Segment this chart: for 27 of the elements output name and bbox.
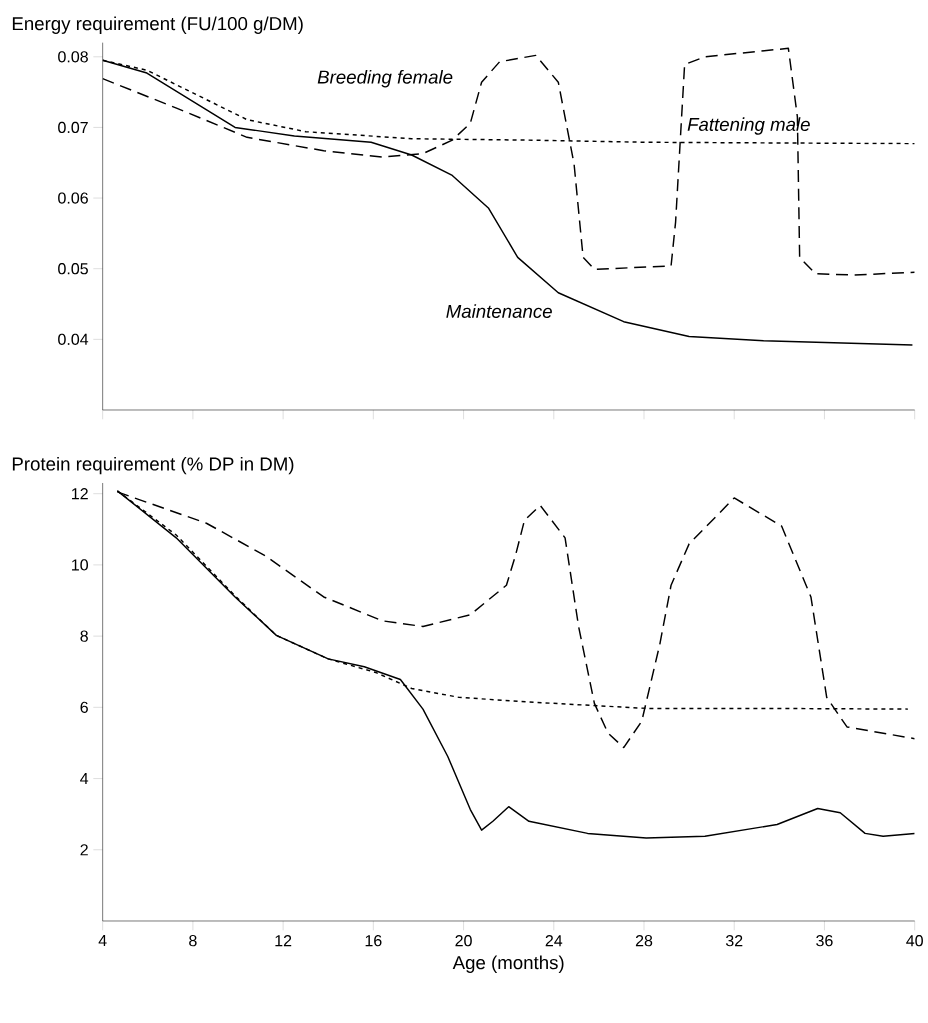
- x-tick-label: 4: [98, 935, 107, 947]
- x-tick-label: 32: [725, 935, 743, 947]
- y-tick-label: 4: [80, 773, 89, 785]
- y-axis-title: Energy requirement (FU/100 g/DM): [12, 16, 303, 34]
- series-label: Breeding female: [317, 69, 453, 88]
- y-axis-title: Protein requirement (% DP in DM): [12, 456, 294, 475]
- x-tick-label: 36: [816, 935, 833, 947]
- series-label: Fattening male: [687, 117, 810, 135]
- y-tick-label: 0.05: [58, 263, 88, 275]
- x-tick-label: 20: [455, 935, 472, 947]
- y-tick-label: 12: [72, 488, 88, 500]
- x-tick-label: 40: [906, 935, 923, 947]
- y-tick-label: 2: [80, 844, 88, 856]
- x-tick-label: 16: [365, 935, 382, 947]
- x-tick-label: 24: [545, 935, 563, 947]
- y-tick-label: 0.06: [58, 192, 88, 204]
- y-tick-label: 0.08: [58, 51, 88, 63]
- series-label: Maintenance: [446, 304, 552, 318]
- x-tick-label: 8: [189, 935, 197, 947]
- x-tick-label: 28: [635, 935, 653, 947]
- y-tick-label: 8: [80, 630, 88, 642]
- y-tick-label: 0.04: [58, 333, 89, 345]
- x-axis-title: Age (months): [452, 955, 564, 973]
- x-tick-label: 12: [275, 935, 292, 947]
- y-tick-label: 10: [72, 559, 88, 571]
- y-tick-label: 0.07: [58, 121, 88, 134]
- y-tick-label: 6: [80, 701, 88, 713]
